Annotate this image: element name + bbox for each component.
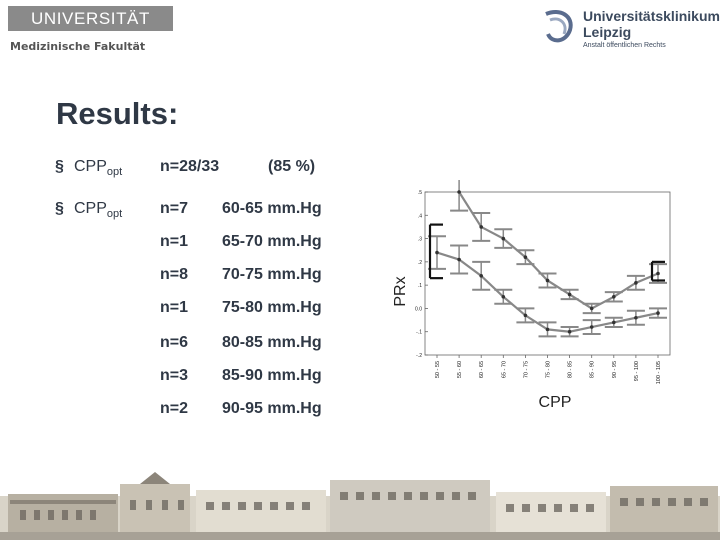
row-n: n=1 bbox=[160, 299, 189, 316]
data-point bbox=[501, 236, 506, 241]
y-tick-label: -.2 bbox=[416, 353, 422, 359]
y-tick-label: -.1 bbox=[416, 330, 422, 336]
data-point bbox=[457, 190, 461, 194]
clinic-logo-line3: Anstalt öffentlichen Rechts bbox=[583, 42, 666, 49]
prx-cpp-chart: .5 .4 .3 .2 .1 0.0 -.1 -.2 50 - 55 55 - 60 60 - 65… bbox=[392, 180, 671, 411]
data-point bbox=[545, 278, 550, 283]
clinic-logo-line1: Universitätsklinikum bbox=[583, 8, 720, 24]
data-point bbox=[634, 281, 638, 285]
data-point bbox=[589, 306, 594, 311]
data-point bbox=[634, 315, 638, 320]
y-tick-label: .2 bbox=[418, 260, 422, 266]
y-tick-label: .5 bbox=[418, 190, 422, 196]
row-range: 90-95 mm.Hg bbox=[222, 400, 322, 417]
data-point bbox=[567, 329, 572, 334]
row-n: n=8 bbox=[160, 266, 189, 283]
data-point bbox=[523, 313, 528, 318]
clinic-logo: Universitätsklinikum Leipzig Anstalt öff… bbox=[538, 6, 720, 54]
data-point bbox=[457, 257, 461, 262]
cpp-text: CPP bbox=[74, 158, 107, 175]
data-point bbox=[612, 294, 616, 299]
y-tick-label: .3 bbox=[418, 237, 422, 243]
data-point bbox=[435, 250, 439, 255]
bullet-percent: (85 %) bbox=[268, 158, 316, 175]
row-range: 80-85 mm.Hg bbox=[222, 334, 322, 351]
university-logo: UNIVERSITÄT LEIPZIG bbox=[8, 6, 173, 53]
cpp-subscript: opt bbox=[106, 208, 123, 221]
x-tick-label: 85 - 90 bbox=[590, 361, 596, 378]
data-point bbox=[567, 292, 572, 297]
x-tick-label: 95 - 100 bbox=[634, 361, 640, 381]
y-axis-title: PRx bbox=[392, 276, 409, 306]
x-tick-label: 60 - 65 bbox=[479, 361, 485, 378]
series-line bbox=[436, 251, 659, 333]
data-point bbox=[523, 255, 528, 259]
page-title: Results: bbox=[56, 96, 179, 131]
row-n: n=2 bbox=[160, 400, 189, 417]
row-n: n=3 bbox=[160, 367, 189, 384]
cpp-label: CPPopt bbox=[74, 158, 122, 178]
data-point bbox=[479, 274, 483, 278]
x-tick-label: 90 - 95 bbox=[612, 361, 618, 378]
data-point bbox=[656, 271, 660, 276]
data-point bbox=[612, 320, 616, 325]
data-point bbox=[501, 294, 506, 299]
x-tick-label: 70 - 75 bbox=[523, 361, 529, 378]
y-tick-label: .1 bbox=[418, 283, 422, 289]
building-photo bbox=[0, 470, 720, 540]
swirl-logo-icon bbox=[545, 10, 573, 43]
x-tick-label: 80 - 85 bbox=[568, 361, 574, 378]
bullet-n: n=7 bbox=[160, 200, 189, 217]
clinic-logo-line2: Leipzig bbox=[583, 24, 632, 40]
data-point bbox=[545, 327, 550, 332]
row-range: 65-70 mm.Hg bbox=[222, 233, 322, 250]
row-n: n=6 bbox=[160, 334, 189, 351]
x-tick-label: 100 - 105 bbox=[656, 361, 662, 384]
bullet-symbol: § bbox=[55, 158, 64, 175]
row-range: 70-75 mm.Hg bbox=[222, 266, 322, 283]
row-range: 75-80 mm.Hg bbox=[222, 299, 322, 316]
series-line bbox=[458, 191, 659, 310]
x-tick-label: 65 - 70 bbox=[501, 361, 507, 378]
bullet-symbol: § bbox=[55, 200, 64, 217]
x-axis-title: CPP bbox=[539, 394, 572, 411]
x-tick-label: 55 - 60 bbox=[457, 361, 463, 378]
bullet-range: 60-65 mm.Hg bbox=[222, 200, 322, 217]
y-tick-label: .4 bbox=[418, 213, 422, 219]
x-tick-label: 75 - 80 bbox=[546, 361, 552, 378]
x-tick-label: 50 - 55 bbox=[435, 361, 441, 378]
data-point bbox=[589, 325, 594, 329]
bullet-n-total: n=28/33 bbox=[160, 158, 220, 175]
row-range: 85-90 mm.Hg bbox=[222, 367, 322, 384]
data-point bbox=[656, 311, 660, 315]
cpp-label: CPPopt bbox=[74, 200, 122, 220]
cpp-text: CPP bbox=[74, 200, 107, 217]
faculty-name: Medizinische Fakultät bbox=[10, 40, 146, 53]
y-tick-label: 0.0 bbox=[415, 306, 422, 312]
row-n: n=1 bbox=[160, 233, 189, 250]
data-point bbox=[479, 225, 483, 229]
cpp-subscript: opt bbox=[106, 166, 123, 179]
